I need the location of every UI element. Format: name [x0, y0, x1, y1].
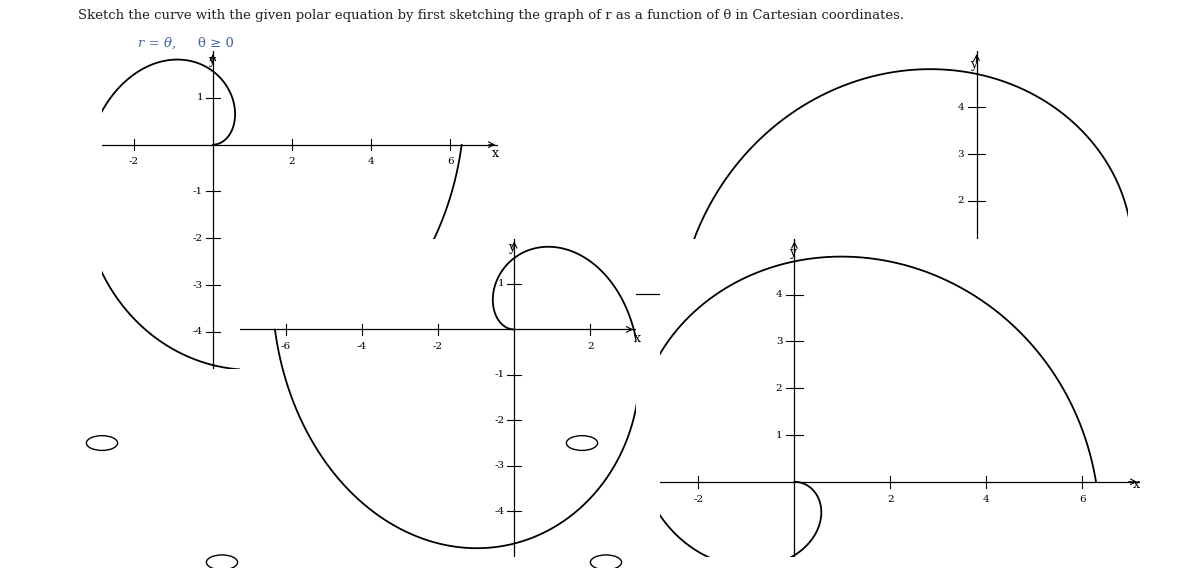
Text: -4: -4	[494, 507, 504, 516]
Text: -6: -6	[281, 342, 290, 351]
Text: 1: 1	[498, 279, 504, 289]
Text: -4: -4	[356, 342, 367, 351]
Text: -1: -1	[494, 370, 504, 379]
Text: -2: -2	[433, 342, 443, 351]
Text: -6: -6	[688, 307, 698, 316]
Text: -3: -3	[193, 281, 203, 290]
Text: x: x	[1133, 478, 1140, 491]
Text: -4: -4	[193, 327, 203, 336]
Text: 6: 6	[448, 157, 454, 166]
Text: -2: -2	[128, 157, 139, 166]
Text: 2: 2	[1068, 307, 1074, 316]
Text: 1: 1	[197, 93, 203, 102]
Text: r = θ,: r = θ,	[138, 37, 176, 50]
Text: y: y	[790, 246, 797, 259]
Text: x: x	[1124, 291, 1132, 304]
Text: -4: -4	[782, 307, 792, 316]
Text: x: x	[634, 332, 641, 345]
Text: 4: 4	[983, 495, 990, 503]
Text: y: y	[209, 54, 215, 67]
Text: -2: -2	[193, 233, 203, 243]
Text: -2: -2	[877, 307, 887, 316]
Text: 2: 2	[775, 384, 782, 392]
Text: 2: 2	[587, 342, 594, 351]
Text: -3: -3	[494, 461, 504, 470]
Text: 1: 1	[775, 431, 782, 440]
Text: y: y	[970, 59, 977, 72]
Text: 6: 6	[1079, 495, 1086, 503]
Text: 3: 3	[775, 337, 782, 346]
Text: 2: 2	[887, 495, 894, 503]
Text: -2: -2	[694, 495, 703, 503]
Text: 4: 4	[368, 157, 374, 166]
Text: θ ≥ 0: θ ≥ 0	[198, 37, 234, 50]
Text: 3: 3	[958, 149, 965, 158]
Text: Sketch the curve with the given polar equation by first sketching the graph of r: Sketch the curve with the given polar eq…	[78, 9, 904, 22]
Text: -1: -1	[193, 187, 203, 196]
Text: 4: 4	[958, 103, 965, 112]
Text: 1: 1	[958, 243, 965, 252]
Text: 2: 2	[289, 157, 295, 166]
Text: 4: 4	[775, 290, 782, 299]
Text: -2: -2	[494, 416, 504, 425]
Text: x: x	[492, 147, 499, 160]
Text: 2: 2	[958, 197, 965, 205]
Text: y: y	[508, 241, 515, 254]
